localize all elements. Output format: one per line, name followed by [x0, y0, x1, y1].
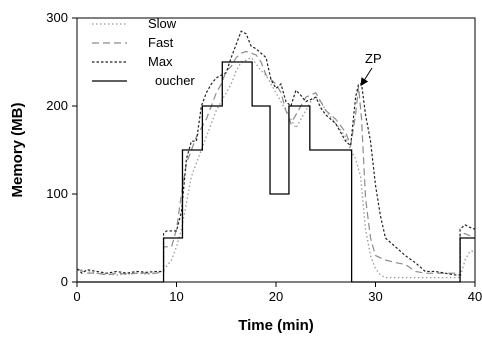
annotation-layer: ZP: [360, 51, 382, 87]
series-line-oucher: [77, 61, 475, 283]
annotation-zp: ZP: [365, 51, 382, 66]
series-line-fast: [76, 50, 476, 276]
y-tick-label: 100: [46, 186, 68, 201]
y-tick-label: 0: [61, 274, 68, 289]
series-line-max: [76, 30, 476, 276]
x-axis-title: Time (min): [238, 317, 314, 334]
y-tick-label: 300: [46, 10, 68, 25]
x-tick-label: 30: [368, 289, 382, 304]
x-tick-label: 0: [73, 289, 80, 304]
y-tick-label: 200: [46, 98, 68, 113]
legend-label: Slow: [148, 16, 177, 31]
x-tick-label: 20: [269, 289, 283, 304]
axes-layer: 0 10 20 30 40 0 100 200 300: [46, 10, 482, 304]
legend-label: Max: [148, 54, 173, 69]
legend-label: oucher: [155, 73, 195, 88]
plot-border: [76, 17, 476, 283]
x-tick-label: 40: [468, 289, 482, 304]
x-tick-label: 10: [169, 289, 183, 304]
annotation-arrow: [360, 67, 373, 87]
plot-frame: [76, 17, 476, 283]
series-layer: [76, 30, 476, 283]
series-line-slow: [76, 56, 475, 279]
y-axis-title: Memory (MB): [9, 102, 26, 197]
legend-label: Fast: [148, 35, 174, 50]
legend: Slow Fast Max oucher: [92, 16, 195, 88]
